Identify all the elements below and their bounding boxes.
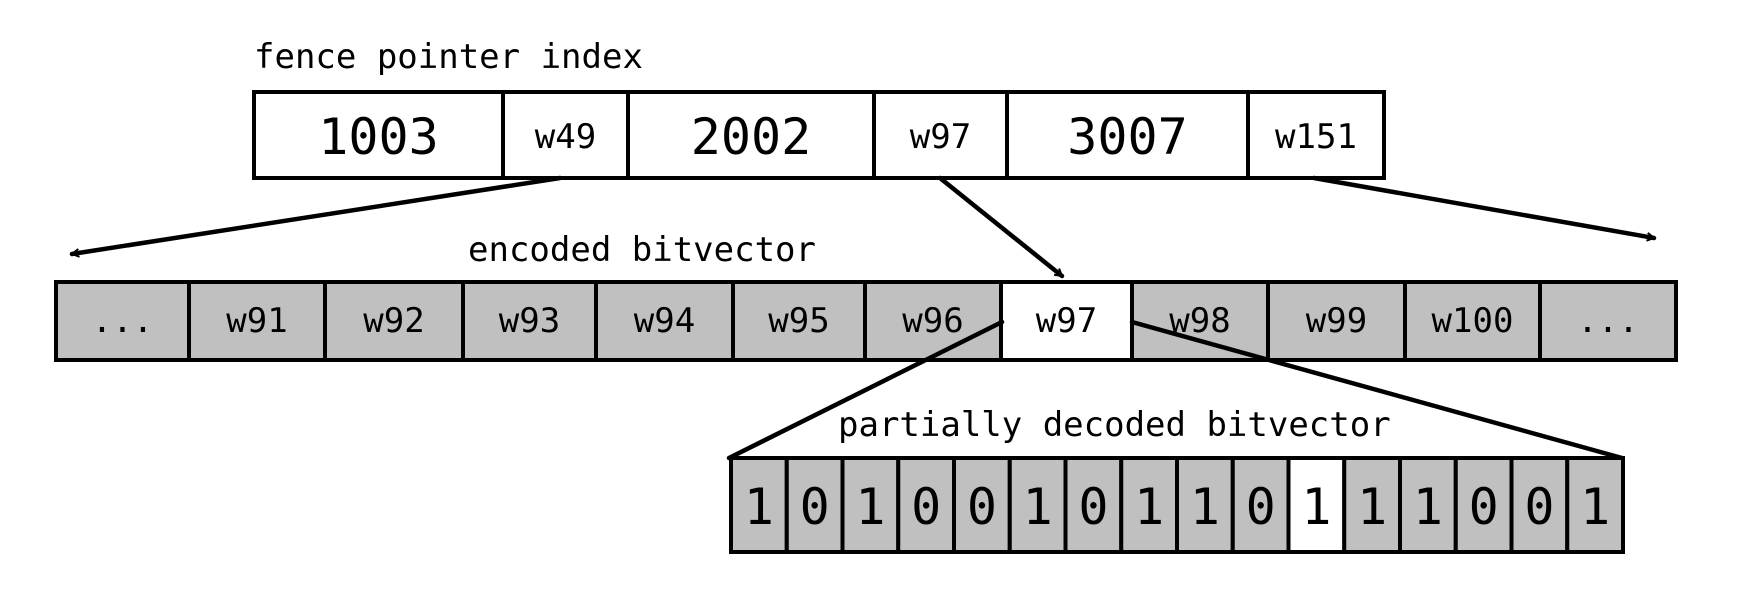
decoded-bit-text: 0 xyxy=(800,478,830,536)
fence-key-cell xyxy=(626,90,876,180)
decoded-bit-text: 0 xyxy=(1524,478,1554,536)
fence-pointer-index-row: 1003 w49 2002 w97 3007 w151 xyxy=(252,90,1386,180)
encoded-word-text: w96 xyxy=(902,301,963,341)
encoded-word-cell xyxy=(863,280,1003,362)
encoded-word-text: w93 xyxy=(499,301,560,341)
decoded-bit-text: 0 xyxy=(1078,478,1108,536)
decoded-bit-text: 1 xyxy=(1023,478,1053,536)
zoom-line-left xyxy=(726,319,1005,461)
encoded-word-text: w95 xyxy=(768,301,829,341)
encoded-word-text: w100 xyxy=(1432,301,1514,341)
arrow-w49-left xyxy=(69,175,563,254)
decoded-bit-cell xyxy=(896,456,956,554)
fence-pointer-text: w97 xyxy=(910,117,971,157)
decoded-bit-text: 1 xyxy=(1413,478,1443,536)
decoded-bit-text: 0 xyxy=(911,478,941,536)
encoded-word-text: w99 xyxy=(1306,301,1367,341)
encoded-word-cell xyxy=(187,280,327,362)
encoded-word-text: w92 xyxy=(363,301,424,341)
encoded-word-text: w97 xyxy=(1036,301,1097,341)
decoded-bit-text: 0 xyxy=(1469,478,1499,536)
decoded-bit-text: 1 xyxy=(1580,478,1610,536)
encoded-word-cell xyxy=(54,280,191,362)
zoom-line-right xyxy=(1129,319,1625,461)
decoded-bit-text: 1 xyxy=(855,478,885,536)
decoded-bit-cell xyxy=(840,456,901,554)
decoded-bitvector-label: partially decoded bitvector xyxy=(838,405,1391,445)
fence-pointer-text: w49 xyxy=(535,117,596,157)
encoded-word-text: ... xyxy=(92,301,153,341)
decoded-bit-cell xyxy=(1565,456,1625,554)
decoded-bit-text: 0 xyxy=(1246,478,1276,536)
decoded-bit-text: 0 xyxy=(967,478,997,536)
decoded-bit-text: 1 xyxy=(1301,478,1331,536)
decoded-bit-text: 1 xyxy=(1357,478,1387,536)
decoded-bit-highlighted xyxy=(1286,456,1347,554)
fence-key-cell xyxy=(1005,90,1250,180)
fence-pointer-cell xyxy=(1246,90,1386,180)
decoded-bit-text: 1 xyxy=(1190,478,1220,536)
decoded-bit-cell xyxy=(952,456,1012,554)
encoded-bitvector-label: encoded bitvector xyxy=(468,230,816,270)
decoded-bit-cell xyxy=(729,456,789,554)
decoded-bit-cell xyxy=(1342,456,1402,554)
encoded-word-highlighted xyxy=(999,280,1134,362)
fence-key-text: 3007 xyxy=(1067,108,1187,166)
decoded-bit-cell xyxy=(1398,456,1458,554)
encoded-word-cell xyxy=(1266,280,1407,362)
fence-index-label: fence pointer index xyxy=(254,37,643,77)
encoded-word-cell xyxy=(323,280,465,362)
encoded-word-text: w91 xyxy=(226,301,287,341)
encoded-word-cell xyxy=(461,280,598,362)
encoded-bitvector-row: ... w91 w92 w93 w94 w95 w96 w97 w98 w99 w100... xyxy=(54,280,1678,362)
fence-pointer-cell xyxy=(501,90,630,180)
decoded-bit-text: 1 xyxy=(744,478,774,536)
decoded-bit-cell xyxy=(1119,456,1179,554)
fence-key-text: 1003 xyxy=(318,108,438,166)
fence-pointer-text: w151 xyxy=(1275,117,1357,157)
fence-key-cell xyxy=(252,90,505,180)
encoded-word-text: ... xyxy=(1577,301,1638,341)
decoded-bit-cell xyxy=(1063,456,1124,554)
encoded-word-text: w94 xyxy=(634,301,695,341)
encoded-word-cell xyxy=(731,280,867,362)
encoded-word-cell xyxy=(1538,280,1678,362)
arrow-w151-right xyxy=(1311,175,1657,238)
encoded-word-cell xyxy=(1403,280,1542,362)
arrow-w97-to-word xyxy=(937,175,1065,279)
decoded-bit-text: 1 xyxy=(1134,478,1164,536)
fence-key-text: 2002 xyxy=(691,108,811,166)
